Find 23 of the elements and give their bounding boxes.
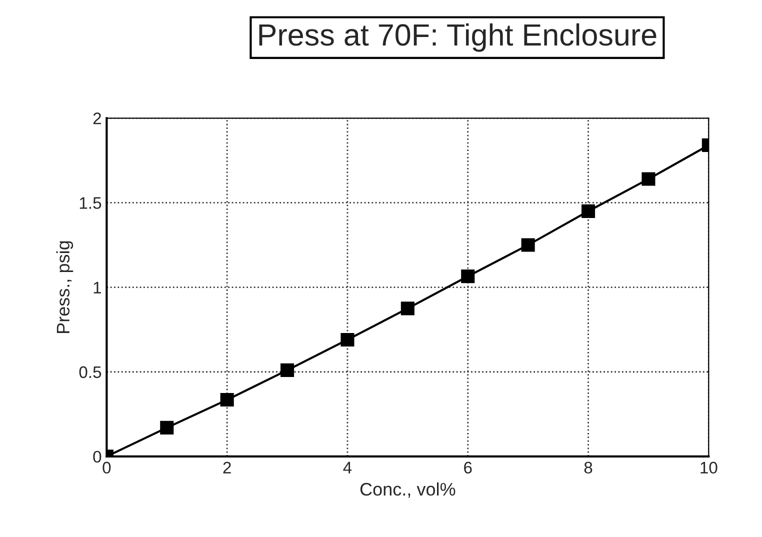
- point: [220, 393, 234, 407]
- point: [642, 172, 656, 186]
- chart-title: Press at 70F: Tight Enclosure: [259, 23, 656, 52]
- x-axis-title: Conc., vol%: [360, 482, 456, 498]
- point: [280, 363, 294, 377]
- y-axis-title: Press., psig: [56, 241, 74, 333]
- y-tick-label: 2: [93, 112, 101, 124]
- x-tick-label: 6: [464, 462, 472, 474]
- point: [581, 204, 596, 218]
- x-tick-label: 4: [343, 462, 352, 474]
- point: [521, 238, 535, 252]
- x-tick-label: 8: [584, 462, 592, 474]
- y-tick-label: 0.5: [79, 366, 102, 378]
- y-tick-label: 1: [94, 282, 102, 294]
- point: [461, 270, 475, 284]
- x-tick-label: 10: [700, 462, 718, 474]
- point: [400, 302, 414, 316]
- y-tick-label: 0: [93, 450, 102, 463]
- x-tick-label: 2: [223, 462, 231, 474]
- y-tick-label: 1.5: [80, 197, 102, 209]
- point: [160, 420, 174, 434]
- x-tick-label: 0: [102, 462, 111, 474]
- point: [340, 332, 354, 347]
